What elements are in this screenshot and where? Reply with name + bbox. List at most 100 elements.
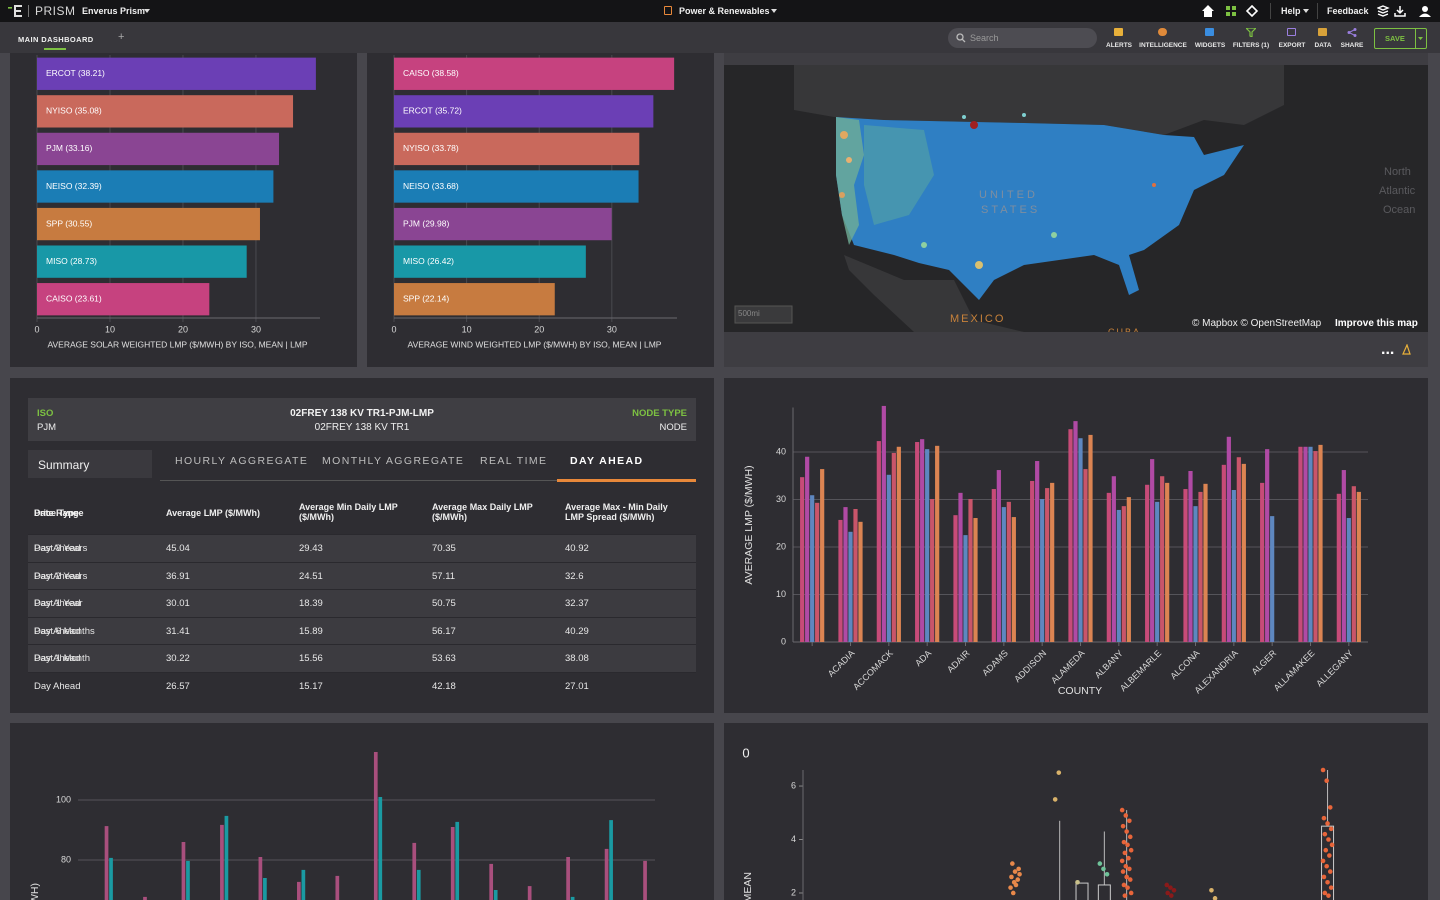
home-icon[interactable] xyxy=(1202,5,1214,17)
point xyxy=(1128,847,1134,853)
point xyxy=(1327,805,1333,810)
period-cell: Past 1 Month xyxy=(34,653,90,664)
toolbar-button[interactable]: ALERTS xyxy=(1106,42,1132,49)
bar xyxy=(810,495,815,642)
x-tick-label: 10 xyxy=(462,324,472,334)
bar xyxy=(394,170,639,203)
warning-icon[interactable] xyxy=(1402,344,1411,355)
bar xyxy=(493,890,498,900)
dashboard-bar: MAIN DASHBOARD + Search xyxy=(0,22,1440,53)
point xyxy=(1165,890,1171,896)
point xyxy=(1119,858,1125,864)
point xyxy=(1328,885,1334,890)
widgets-icon[interactable] xyxy=(1205,28,1214,36)
layers-icon[interactable] xyxy=(1377,5,1390,17)
toolbar-button[interactable]: WIDGETS xyxy=(1194,42,1226,49)
bar xyxy=(104,826,109,900)
point xyxy=(1101,866,1106,872)
bar xyxy=(566,857,570,900)
search-handle xyxy=(961,38,966,43)
alerts-icon[interactable] xyxy=(1114,28,1123,36)
toolbar-button[interactable]: EXPORT xyxy=(1278,42,1306,49)
caret[interactable] xyxy=(1418,37,1423,40)
bar xyxy=(1035,461,1040,642)
warning-shape xyxy=(1402,344,1411,355)
workspace-menu[interactable]: Enverus Prism xyxy=(82,6,146,16)
data-icon[interactable] xyxy=(1318,28,1327,36)
map[interactable] xyxy=(724,65,1428,332)
bar xyxy=(609,820,613,900)
search-box[interactable]: Search xyxy=(948,28,1097,48)
toolbar-button[interactable]: INTELLIGENCE xyxy=(1139,42,1187,49)
toolbar-button[interactable]: SHARE xyxy=(1340,42,1364,49)
widget-menu[interactable]: ... xyxy=(1381,341,1395,358)
add-tab[interactable]: + xyxy=(118,31,125,43)
view-tab[interactable]: HOURLY AGGREGATE xyxy=(175,455,309,467)
module-menu[interactable]: Power & Renewables xyxy=(679,6,770,16)
bar xyxy=(858,521,863,642)
point xyxy=(1012,869,1018,874)
lmp-chart: 80 100 WH) xyxy=(29,752,655,900)
x-tick-label: ALBEMARLE xyxy=(1118,648,1163,693)
bar xyxy=(1231,490,1236,642)
column-header: Date Range xyxy=(34,508,84,518)
grid-icon[interactable] xyxy=(1226,6,1230,10)
grid-icon[interactable] xyxy=(1226,12,1230,16)
point xyxy=(1075,879,1080,885)
point xyxy=(1127,866,1132,872)
divider xyxy=(28,5,29,17)
x-tick-label: ALLEGANY xyxy=(1314,648,1355,689)
bar xyxy=(1001,507,1006,642)
user-icon[interactable] xyxy=(1422,6,1428,12)
share-icon[interactable] xyxy=(1347,28,1357,37)
view-tab[interactable]: MONTHLY AGGREGATE xyxy=(322,455,465,467)
scale-box xyxy=(734,305,793,324)
bar xyxy=(263,878,267,900)
download-icon[interactable] xyxy=(1394,6,1406,17)
bar-label: CAISO (38.58) xyxy=(403,68,459,78)
dashboard-tab[interactable]: MAIN DASHBOARD xyxy=(18,35,94,44)
feedback-link[interactable]: Feedback xyxy=(1327,6,1369,16)
value-cell: 27.01 xyxy=(565,680,589,692)
user-icon[interactable] xyxy=(1419,13,1431,18)
lower-right-panel: 2 4 6 MEAN 0 xyxy=(724,723,1428,900)
nav-icons[interactable] xyxy=(1202,5,1262,17)
view-tab-active[interactable]: DAY AHEAD xyxy=(570,455,644,467)
save-button[interactable]: SAVE xyxy=(1374,28,1427,49)
view-tab[interactable]: REAL TIME xyxy=(480,455,548,467)
logo[interactable] xyxy=(8,4,26,18)
map-label: CUBA xyxy=(1108,327,1142,332)
map-node xyxy=(921,242,927,248)
map-node xyxy=(840,131,848,139)
summary-tab[interactable]: Summary xyxy=(38,458,90,472)
wind-panel: 0 10 20 30 CAISO (38.58) ERCOT (35.72) NYISO (… xyxy=(367,53,714,367)
y-axis-title: AVERAGE LMP ($/MWH) xyxy=(743,465,755,584)
bar-label: ERCOT (38.21) xyxy=(46,68,105,78)
bar xyxy=(1011,517,1016,642)
improve-map-link[interactable]: Improve this map xyxy=(1335,318,1418,329)
point xyxy=(1010,890,1016,896)
column-header: Average Max Daily LMP ($/MWh) xyxy=(432,502,533,522)
price-type-cell: Day Ahead xyxy=(34,625,81,637)
point xyxy=(1120,869,1126,874)
bar xyxy=(1006,501,1011,642)
point xyxy=(1327,853,1332,858)
west-density xyxy=(864,125,934,225)
bar xyxy=(220,824,224,900)
column-header: Price Type xyxy=(34,508,79,518)
grid-icon[interactable] xyxy=(1232,12,1236,16)
help-menu[interactable]: Help xyxy=(1281,6,1301,16)
logo-bar xyxy=(8,7,12,9)
toolbar-button[interactable]: FILTERS (1) xyxy=(1232,42,1270,49)
lower-left-panel: 80 100 WH) xyxy=(10,723,714,900)
toolbar-button[interactable]: DATA xyxy=(1314,42,1332,49)
export-icon[interactable] xyxy=(1287,28,1296,36)
grid-icon[interactable] xyxy=(1232,6,1236,10)
filters-icon[interactable] xyxy=(1246,28,1256,37)
user-icons[interactable] xyxy=(1377,5,1433,17)
bar xyxy=(1318,444,1323,642)
summary-tab-box[interactable] xyxy=(28,450,152,478)
target-icon[interactable] xyxy=(1245,5,1259,17)
bar xyxy=(953,515,958,642)
intelligence-icon[interactable] xyxy=(1158,28,1167,36)
